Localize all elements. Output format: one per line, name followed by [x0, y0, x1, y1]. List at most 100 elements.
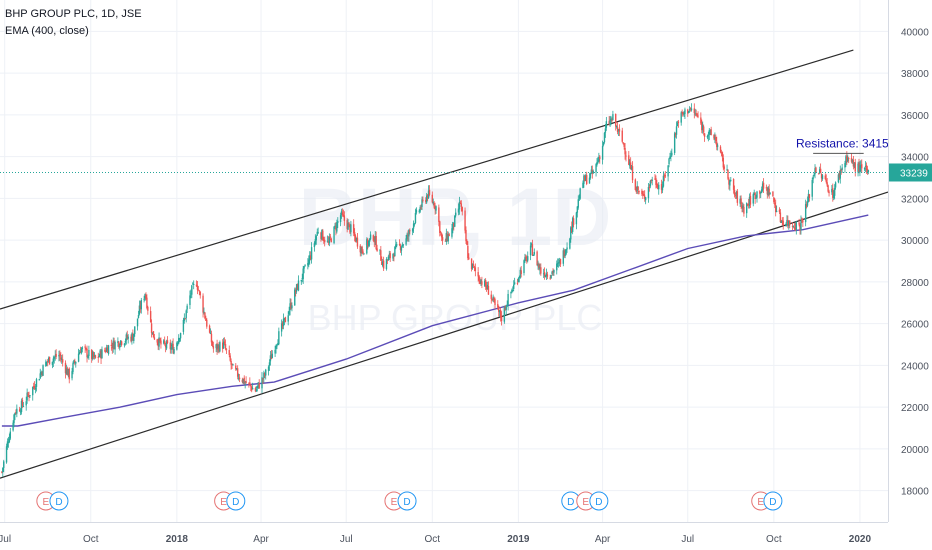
- candle-body: [431, 194, 434, 203]
- candle-body: [367, 239, 369, 247]
- candle-body: [137, 315, 140, 319]
- candle-body: [754, 192, 756, 200]
- candle-body: [585, 175, 587, 181]
- candle-body: [641, 190, 643, 195]
- candle-body: [412, 223, 415, 229]
- candle-body: [811, 180, 813, 197]
- candle-body: [47, 360, 49, 362]
- candle-body: [21, 400, 24, 406]
- candle-body: [367, 240, 370, 246]
- candle-body: [608, 121, 610, 125]
- candle-body: [765, 187, 768, 189]
- candle-body: [398, 244, 401, 246]
- candle-body: [350, 224, 352, 233]
- candle-body: [420, 207, 422, 209]
- candle-body: [447, 234, 449, 242]
- candle-body: [209, 332, 212, 334]
- candle-body: [388, 254, 390, 257]
- candle-body: [702, 125, 704, 130]
- candle-body: [435, 206, 437, 211]
- candle-body: [32, 385, 35, 387]
- candle-body: [171, 344, 173, 347]
- candle-body: [642, 193, 644, 195]
- candle-body: [662, 175, 665, 187]
- candle-body: [192, 283, 194, 285]
- candle-body: [565, 249, 567, 255]
- dividend-marker: [589, 491, 609, 511]
- candle-body: [448, 234, 450, 237]
- candle-body: [596, 162, 598, 166]
- candle-body: [407, 234, 409, 237]
- candle-body: [225, 348, 228, 350]
- candle-body: [772, 191, 774, 197]
- channel-lines: [0, 49, 889, 479]
- candle-body: [300, 279, 303, 282]
- candle-body: [222, 341, 225, 349]
- candle-body: [134, 326, 136, 335]
- resistance-label: Resistance: 34156: [796, 136, 896, 150]
- candle-body: [795, 221, 797, 230]
- candle-body: [700, 117, 702, 124]
- price-tick-label: 34000: [901, 153, 929, 164]
- candle-body: [32, 386, 34, 396]
- candle-body: [739, 198, 741, 204]
- candle-body: [77, 353, 80, 362]
- dividend-marker: [49, 491, 69, 511]
- candle-body: [701, 122, 703, 131]
- candle-body: [802, 220, 804, 223]
- candle-body: [92, 351, 95, 358]
- candle-body: [178, 338, 181, 340]
- candle-body: [544, 275, 547, 278]
- candle-body: [392, 253, 394, 259]
- candle-body: [520, 270, 522, 275]
- candle-body: [205, 318, 207, 321]
- candle-body: [394, 246, 396, 257]
- event-markers: EDEDEDDEDEDE: [36, 491, 915, 511]
- candle-body: [833, 188, 836, 196]
- candle-body: [321, 229, 323, 240]
- candle-body: [172, 343, 174, 354]
- candle-body: [688, 109, 691, 111]
- candle-body: [2, 467, 4, 472]
- candle-body: [12, 422, 14, 431]
- candle-body: [647, 187, 650, 199]
- candle-body: [648, 186, 651, 188]
- candle-body: [579, 188, 581, 199]
- candle-body: [562, 250, 565, 264]
- candle-body: [636, 185, 638, 191]
- candle-body: [572, 218, 575, 225]
- chart-legend: BHP GROUP PLC, 1D, JSE EMA (400, close): [5, 6, 142, 40]
- time-tick-label: Jul: [340, 534, 353, 545]
- candle-body: [342, 214, 345, 216]
- candle-body: [687, 109, 689, 114]
- candle-body: [290, 302, 292, 309]
- candle-body: [45, 361, 47, 367]
- candle-body: [396, 244, 398, 246]
- candle-body: [663, 175, 666, 177]
- candle-body: [106, 347, 109, 353]
- candle-body: [14, 412, 16, 416]
- candle-body: [818, 173, 820, 175]
- candle-body: [242, 378, 244, 383]
- candle-body: [805, 204, 808, 207]
- candle-body: [353, 232, 356, 237]
- candle-body: [191, 285, 193, 295]
- candle-body: [499, 309, 502, 318]
- candle-body: [84, 346, 86, 348]
- candle-body: [40, 372, 42, 375]
- chart-grid: [0, 0, 888, 522]
- candle-body: [670, 155, 672, 157]
- candle-body: [558, 259, 561, 264]
- candle-body: [819, 168, 822, 173]
- candle-body: [486, 284, 489, 290]
- candle-body: [236, 368, 238, 370]
- candle-body: [33, 386, 36, 389]
- candle-body: [510, 292, 512, 294]
- candle-body: [250, 384, 252, 387]
- candle-body: [153, 337, 156, 340]
- candle-body: [779, 212, 782, 223]
- candle-body: [752, 194, 754, 204]
- candle-body: [694, 113, 696, 115]
- candle-body: [480, 280, 482, 284]
